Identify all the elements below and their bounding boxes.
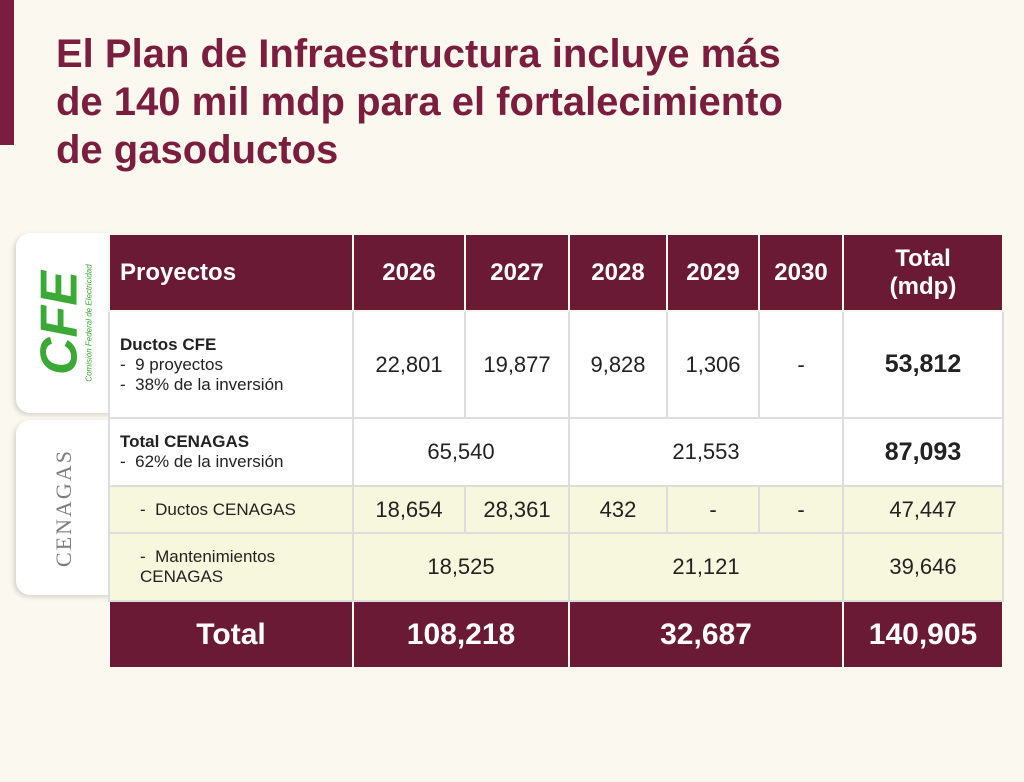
column-header: 2029: [666, 233, 760, 312]
investment-table: Proyectos 2026 2027 2028 2029 2030 Total…: [108, 233, 1004, 669]
column-header: Proyectos: [108, 233, 354, 312]
cell: 9,828: [568, 310, 668, 419]
cell: 21,121: [568, 532, 844, 602]
row-label-cell: Total CENAGAS 62% de la inversión: [108, 417, 354, 487]
row: Ductos CFE 9 proyectos 38% de la inversi…: [108, 310, 1004, 419]
logo-tagline: Comisión Federal de Electricidad: [84, 264, 94, 382]
cell: 108,218: [352, 600, 570, 669]
cell: -: [758, 485, 844, 534]
header-row: Proyectos 2026 2027 2028 2029 2030 Total…: [108, 233, 1004, 312]
column-header: 2030: [758, 233, 844, 312]
title-line: de 140 mil mdp para el fortalecimiento: [56, 80, 783, 124]
cell: -: [758, 310, 844, 419]
title-line: El Plan de Infraestructura incluye más: [56, 32, 781, 76]
cell: 1,306: [666, 310, 760, 419]
total-cell: 39,646: [842, 532, 1004, 602]
column-header: 2028: [568, 233, 668, 312]
row-note: 9 proyectos: [120, 355, 352, 375]
column-header: 2027: [464, 233, 570, 312]
column-header: Total (mdp): [842, 233, 1004, 312]
total-cell: 53,812: [842, 310, 1004, 419]
title-line: de gasoductos: [56, 128, 339, 172]
cell: 21,553: [568, 417, 844, 487]
column-header: 2026: [352, 233, 466, 312]
total-row: Total 108,218 32,687 140,905: [108, 600, 1004, 669]
row-label: Mantenimientos CENAGAS: [108, 532, 354, 602]
row-label-cell: Ductos CFE 9 proyectos 38% de la inversi…: [108, 310, 354, 419]
cell: 19,877: [464, 310, 570, 419]
cell: 32,687: [568, 600, 844, 669]
logo-name: CENAGAS: [51, 448, 76, 567]
cell: 18,525: [352, 532, 570, 602]
row-label: Total CENAGAS: [120, 432, 250, 451]
cell: 432: [568, 485, 668, 534]
row-label: Ductos CENAGAS: [108, 485, 354, 534]
total-cell: 87,093: [842, 417, 1004, 487]
cell: 28,361: [464, 485, 570, 534]
row: Total CENAGAS 62% de la inversión 65,540…: [108, 417, 1004, 487]
cell: 22,801: [352, 310, 466, 419]
cenagas-logo: CENAGAS: [16, 420, 112, 595]
cfe-logo: CFE Comisión Federal de Electricidad: [16, 233, 112, 413]
total-cell: 47,447: [842, 485, 1004, 534]
accent-strip: [0, 0, 14, 145]
row-note: 38% de la inversión: [120, 375, 352, 395]
row: Ductos CENAGAS 18,654 28,361 432 - - 47,…: [108, 485, 1004, 534]
row-note: 62% de la inversión: [120, 452, 352, 472]
cell: 65,540: [352, 417, 570, 487]
row: Mantenimientos CENAGAS 18,525 21,121 39,…: [108, 532, 1004, 602]
title: El Plan de Infraestructura incluye más d…: [56, 30, 783, 174]
logo-name: CFE: [30, 271, 89, 376]
row-label: Total: [108, 600, 354, 669]
total-cell: 140,905: [842, 600, 1004, 669]
cell: -: [666, 485, 760, 534]
row-label: Ductos CFE: [120, 334, 217, 354]
cell: 18,654: [352, 485, 466, 534]
